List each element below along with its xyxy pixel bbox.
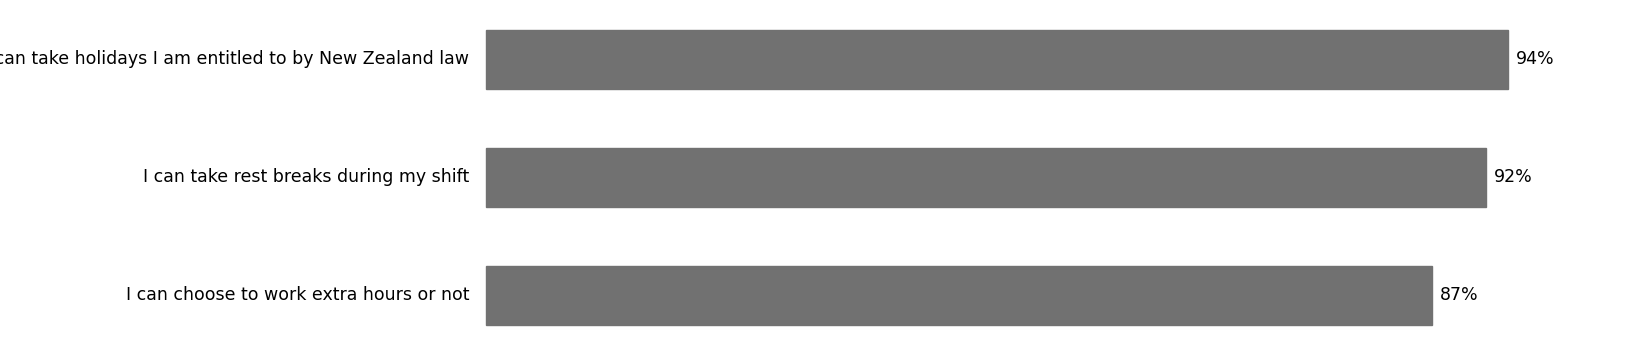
Text: 92%: 92% xyxy=(1494,168,1533,186)
Text: 87%: 87% xyxy=(1439,286,1479,304)
Bar xyxy=(486,148,1486,206)
Bar xyxy=(486,29,1507,88)
Text: I can take holidays I am entitled to by New Zealand law: I can take holidays I am entitled to by … xyxy=(0,50,469,68)
Text: I can choose to work extra hours or not: I can choose to work extra hours or not xyxy=(125,286,469,304)
Text: 94%: 94% xyxy=(1515,50,1555,68)
Text: I can take rest breaks during my shift: I can take rest breaks during my shift xyxy=(143,168,469,186)
Bar xyxy=(486,266,1431,325)
